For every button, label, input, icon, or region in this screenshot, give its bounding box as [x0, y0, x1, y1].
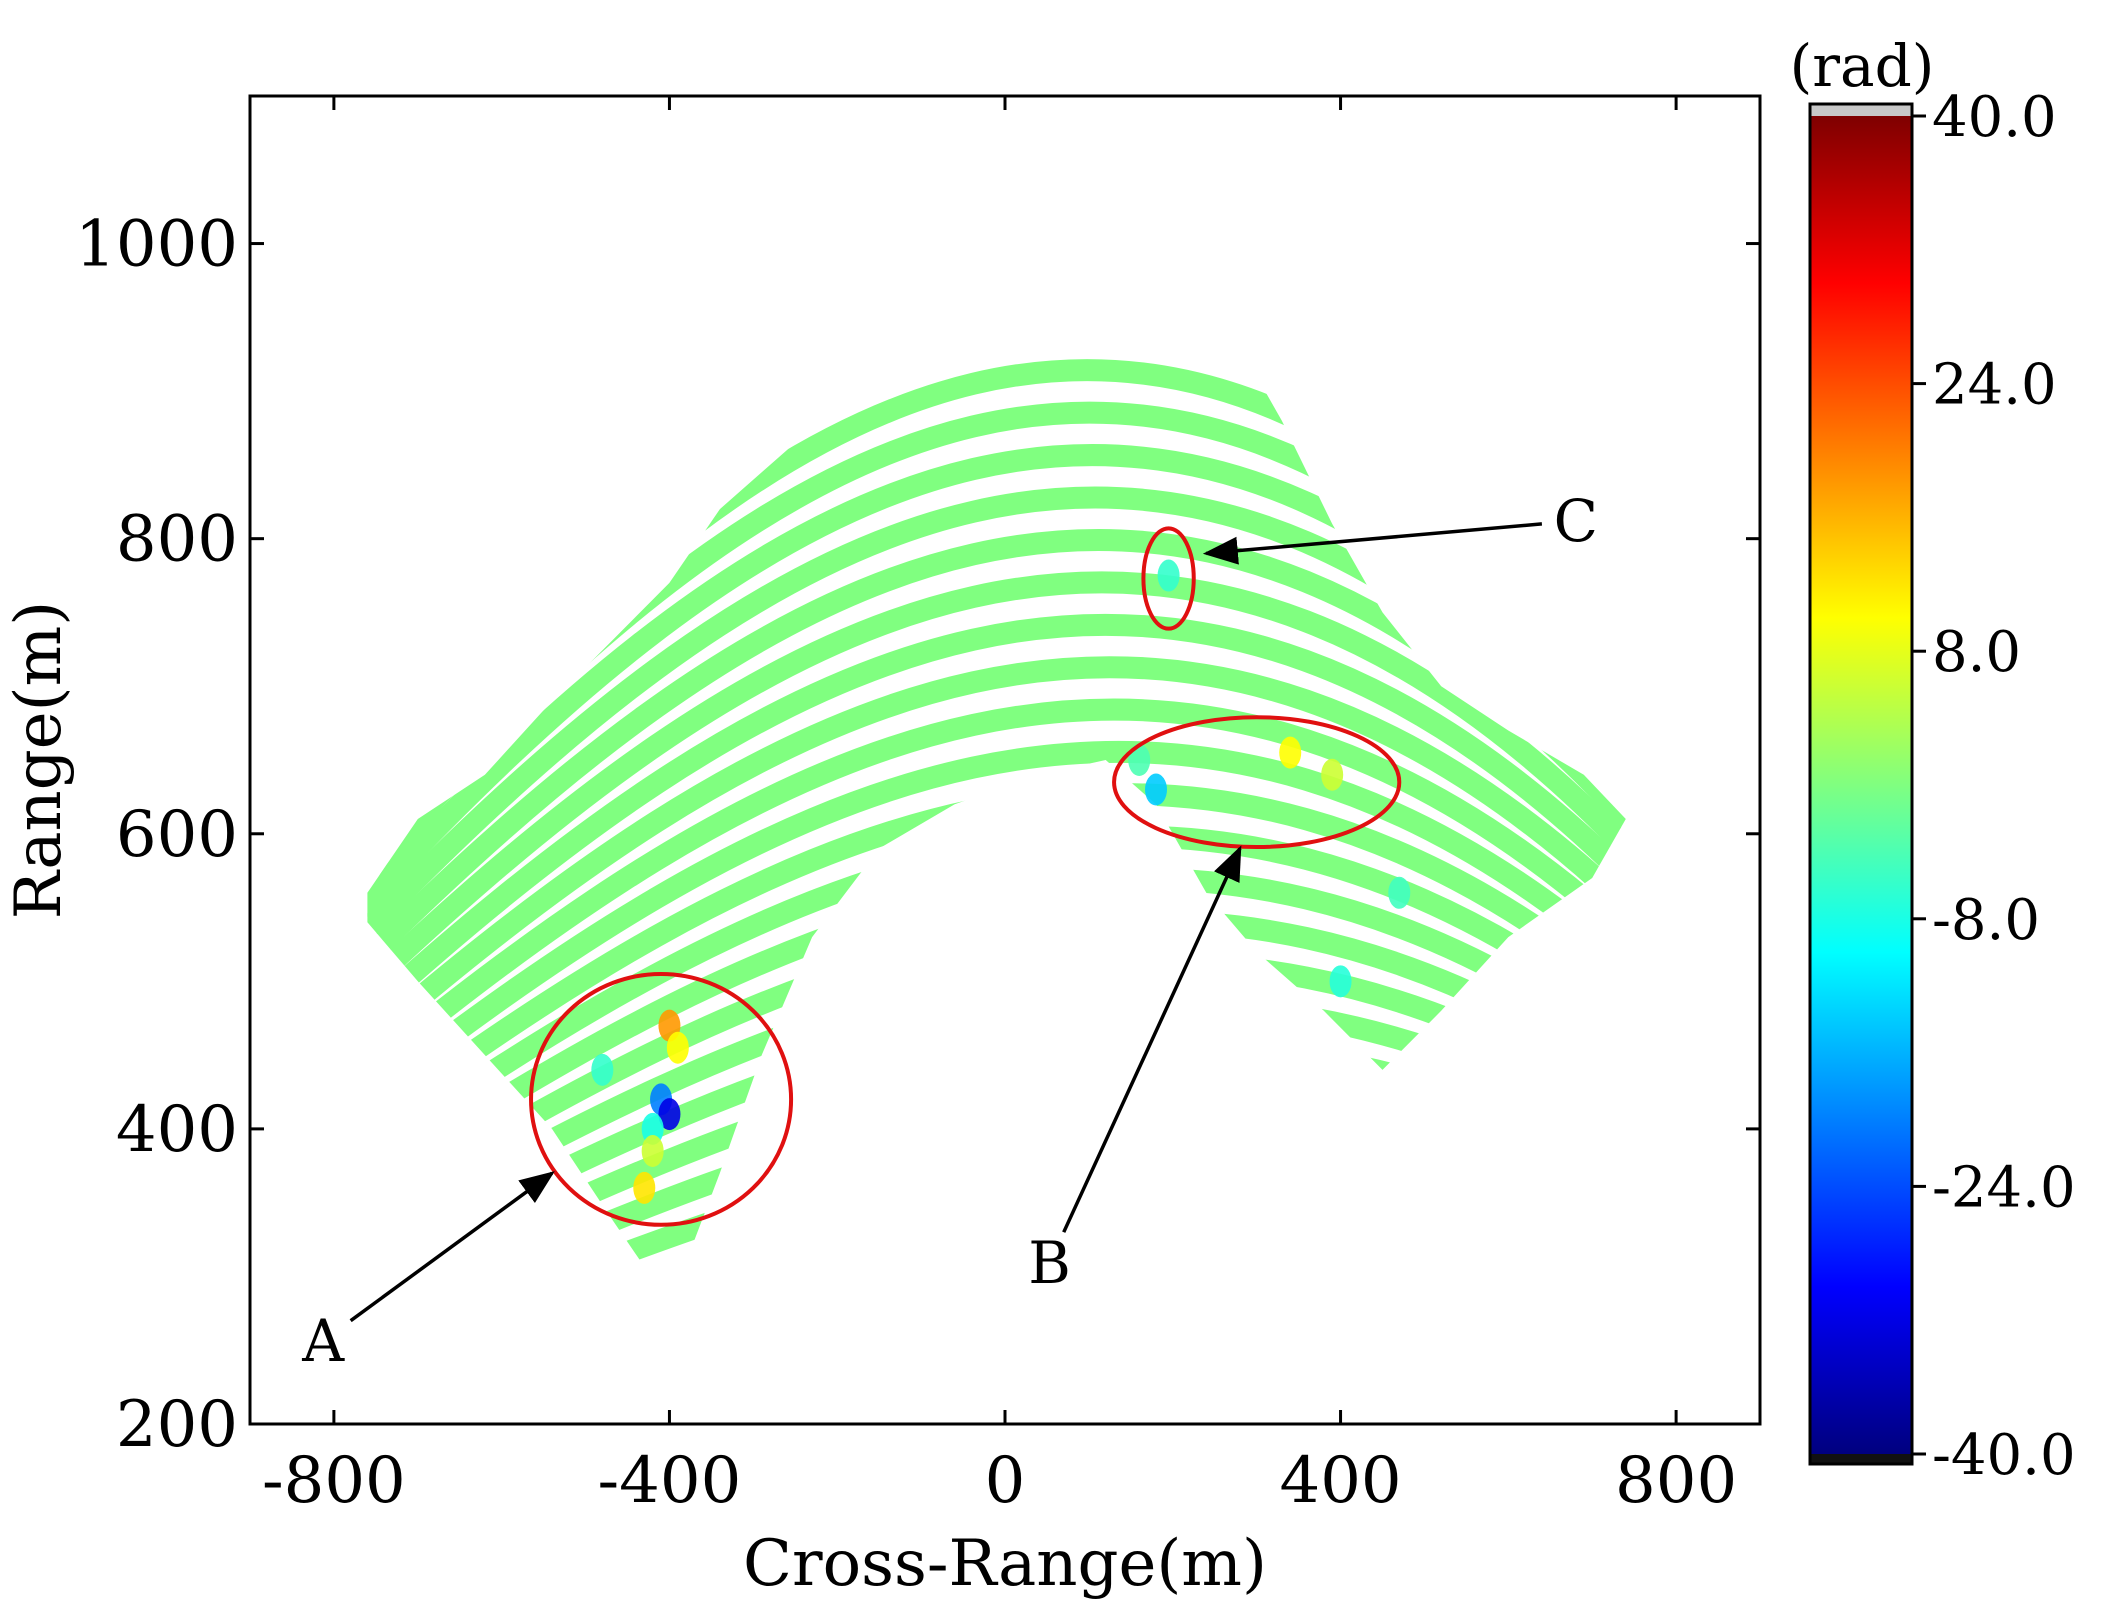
annotation-label-c: C	[1554, 487, 1598, 555]
phase-anomaly	[1329, 965, 1352, 998]
colorbar-gradient	[1810, 116, 1912, 1454]
fringe-band	[367, 1077, 1626, 1292]
x-axis: -800 -400 0 400 800	[262, 96, 1737, 1518]
annotation-arrow-c	[1202, 522, 1543, 565]
phase-anomaly	[1157, 559, 1180, 592]
phase-anomaly	[666, 1031, 689, 1064]
y-tick-label: 800	[116, 503, 238, 577]
y-tick-label: 600	[116, 798, 238, 872]
annotation-arrow-b	[1062, 845, 1242, 1233]
fringe-band	[367, 1118, 1626, 1292]
y-tick-label: 1000	[75, 208, 238, 282]
phase-anomaly	[641, 1135, 664, 1168]
x-tick-label: 800	[1615, 1444, 1737, 1518]
y-axis-label: Range(m)	[2, 601, 76, 920]
x-tick-label: -400	[598, 1444, 742, 1518]
phase-anomaly	[591, 1053, 614, 1086]
x-tick-label: 400	[1279, 1444, 1401, 1518]
phase-anomaly	[1321, 758, 1344, 791]
colorbar: (rad) 40.0 24.0 8.0 -8.0 -24.0 -40.0	[1790, 32, 2076, 1488]
phase-anomaly	[641, 1112, 664, 1145]
colorbar-bottom-cap	[1810, 1454, 1912, 1464]
annotations: A B C	[301, 487, 1598, 1375]
colorbar-tick-label: -8.0	[1932, 888, 2040, 953]
y-axis: 200 400 600 800 1000	[75, 208, 1760, 1462]
fringe-band	[367, 613, 1626, 1040]
phase-field	[367, 359, 1626, 1292]
colorbar-top-cap	[1810, 104, 1912, 116]
fringe-band	[367, 571, 1626, 1013]
phase-anomaly	[1388, 876, 1411, 909]
annotation-arrow-a	[349, 1171, 555, 1323]
phase-anomaly	[1145, 773, 1167, 806]
colorbar-frame	[1808, 102, 1914, 1466]
phase-anomaly	[658, 1098, 681, 1131]
y-tick-label: 200	[116, 1388, 238, 1462]
colorbar-tick-label: 24.0	[1932, 353, 2057, 418]
colorbar-unit-label: (rad)	[1790, 32, 1935, 100]
phase-anomaly	[1279, 736, 1302, 769]
x-tick-label: 0	[985, 1444, 1026, 1518]
phase-anomaly	[633, 1171, 656, 1204]
phase-anomalies	[591, 559, 1411, 1204]
fringe-band	[367, 698, 1626, 1096]
colorbar-tick-label: 8.0	[1932, 620, 2021, 685]
annotation-circle-c	[1141, 526, 1196, 631]
annotation-circle-a	[529, 971, 794, 1227]
fringe-band	[367, 740, 1626, 1123]
phase-anomaly	[1128, 744, 1151, 776]
x-axis-label: Cross-Range(m)	[743, 1527, 1267, 1601]
plot-area: A B C -800 -400 0 400 800 200 400 600 800 1000 Cro…	[2, 94, 1762, 1601]
y-tick-label: 400	[116, 1093, 238, 1167]
x-tick-label: -800	[262, 1444, 406, 1518]
annotation-label-b: B	[1028, 1229, 1071, 1297]
annotation-circle-b	[1112, 715, 1402, 850]
annotation-label-a: A	[301, 1307, 345, 1375]
colorbar-tick-label: 40.0	[1932, 85, 2057, 150]
colorbar-tick-label: -24.0	[1932, 1155, 2076, 1220]
fringe-band	[367, 656, 1626, 1068]
colorbar-tick-label: -40.0	[1932, 1423, 2076, 1488]
